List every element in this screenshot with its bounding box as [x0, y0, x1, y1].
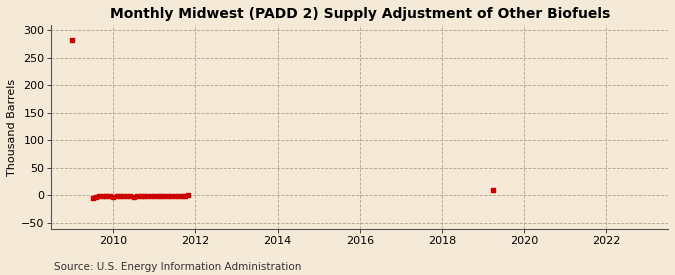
Point [132, 194, 142, 198]
Point [159, 194, 170, 198]
Point [125, 194, 136, 198]
Point [101, 193, 111, 198]
Point [148, 194, 159, 198]
Point [169, 194, 180, 198]
Y-axis label: Thousand Barrels: Thousand Barrels [7, 78, 17, 175]
Point [135, 194, 146, 198]
Text: Source: U.S. Energy Information Administration: Source: U.S. Energy Information Administ… [54, 262, 301, 272]
Point [111, 194, 122, 198]
Title: Monthly Midwest (PADD 2) Supply Adjustment of Other Biofuels: Monthly Midwest (PADD 2) Supply Adjustme… [109, 7, 610, 21]
Point [163, 194, 173, 198]
Point [183, 193, 194, 197]
Point [118, 194, 129, 198]
Point [67, 38, 78, 42]
Point [488, 187, 499, 192]
Point [138, 194, 149, 198]
Point [94, 194, 105, 198]
Point [97, 193, 108, 198]
Point [176, 194, 187, 198]
Point [180, 194, 190, 198]
Point [153, 194, 163, 198]
Point [145, 194, 156, 198]
Point [104, 194, 115, 198]
Point [156, 194, 167, 198]
Point [166, 194, 177, 198]
Point [128, 194, 139, 199]
Point [115, 194, 126, 198]
Point [173, 194, 184, 198]
Point [122, 194, 132, 198]
Point [142, 194, 153, 198]
Point [108, 194, 119, 199]
Point [87, 196, 98, 200]
Point [90, 194, 101, 199]
